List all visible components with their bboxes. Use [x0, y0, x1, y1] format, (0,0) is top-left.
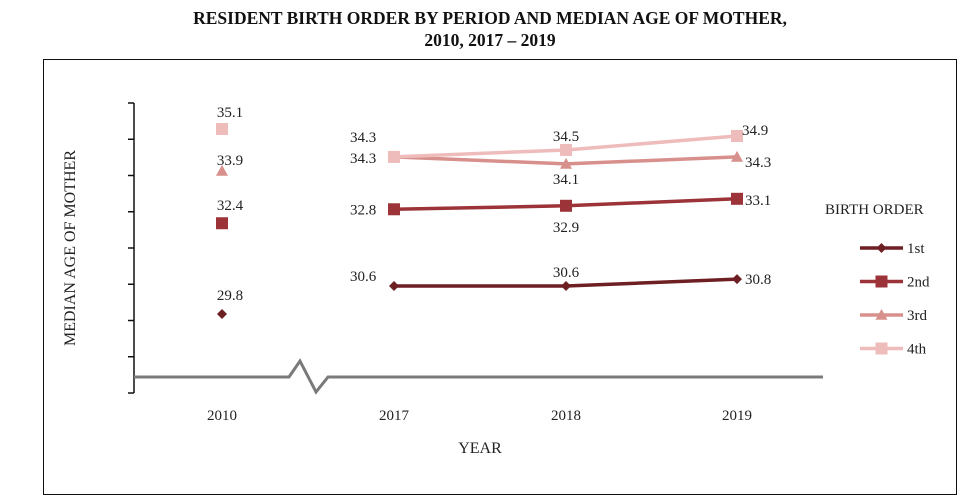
data-point-marker — [389, 281, 399, 292]
series-2nd — [216, 192, 743, 230]
data-point-marker — [388, 203, 400, 216]
data-point-marker — [217, 308, 227, 319]
data-point-marker — [875, 342, 888, 355]
data-label: 30.6 — [553, 265, 580, 281]
data-point-marker — [875, 275, 888, 288]
legend-item-3rd: 3rd — [860, 308, 927, 324]
data-label: 30.6 — [350, 269, 377, 285]
data-point-marker — [216, 217, 228, 230]
data-label: 32.9 — [553, 220, 579, 236]
data-label: 35.1 — [217, 105, 243, 121]
data-label: 34.9 — [742, 123, 768, 139]
data-label: 32.4 — [217, 198, 244, 214]
legend-label: 4th — [907, 342, 927, 358]
data-label: 29.8 — [217, 288, 243, 304]
x-tick-label: 2010 — [207, 408, 237, 424]
legend-item-2nd: 2nd — [860, 275, 930, 291]
legend-item-1st: 1st — [860, 241, 925, 257]
data-point-marker — [561, 281, 571, 292]
data-point-marker — [216, 123, 228, 136]
y-axis — [128, 102, 135, 394]
data-point-marker — [876, 243, 887, 253]
x-axis: 2010 2017 2018 2019 — [134, 358, 823, 424]
y-axis-title: MEDIAN AGE OF MOTHER — [62, 150, 79, 346]
data-label: 34.3 — [350, 151, 376, 167]
series-1st — [217, 274, 742, 319]
legend-title: BIRTH ORDER — [825, 202, 924, 218]
chart-title-line-1: RESIDENT BIRTH ORDER BY PERIOD AND MEDIA… — [193, 8, 787, 28]
legend-label: 1st — [907, 241, 925, 257]
data-point-marker — [731, 192, 743, 205]
data-point-marker — [560, 157, 572, 169]
series-4th — [216, 123, 743, 163]
data-label: 33.9 — [217, 153, 243, 169]
chart-frame — [43, 59, 957, 495]
data-label: 34.5 — [553, 129, 579, 145]
data-point-marker — [731, 150, 743, 162]
x-tick-label: 2018 — [551, 408, 581, 424]
data-label: 34.1 — [553, 172, 579, 188]
x-tick-label: 2017 — [379, 408, 410, 424]
data-label: 30.8 — [745, 272, 771, 288]
chart-title-line-2: 2010, 2017 – 2019 — [424, 30, 556, 50]
legend-item-4th: 4th — [860, 342, 927, 358]
data-label: 34.3 — [350, 130, 376, 146]
data-point-marker — [731, 129, 743, 142]
data-label: 32.8 — [350, 202, 376, 218]
data-label: 33.1 — [745, 193, 771, 209]
x-axis-line-with-break — [134, 358, 823, 395]
series-layer — [216, 123, 743, 319]
data-point-marker — [875, 309, 888, 320]
data-point-marker — [216, 164, 228, 176]
x-tick-label: 2019 — [722, 408, 752, 424]
data-label: 34.3 — [745, 155, 771, 171]
data-point-marker — [388, 150, 400, 163]
data-point-marker — [560, 143, 572, 156]
data-point-marker — [732, 274, 742, 285]
data-labels: 29.8 30.6 30.6 30.8 32.4 32.8 32.9 33.1 33.9 34.3… — [217, 105, 771, 304]
legend-label: 3rd — [907, 308, 927, 324]
legend-label: 2nd — [907, 275, 930, 291]
data-point-marker — [560, 199, 572, 212]
x-axis-title: YEAR — [458, 440, 502, 457]
legend: BIRTH ORDER 1st 2nd 3rd 4th — [825, 202, 930, 358]
